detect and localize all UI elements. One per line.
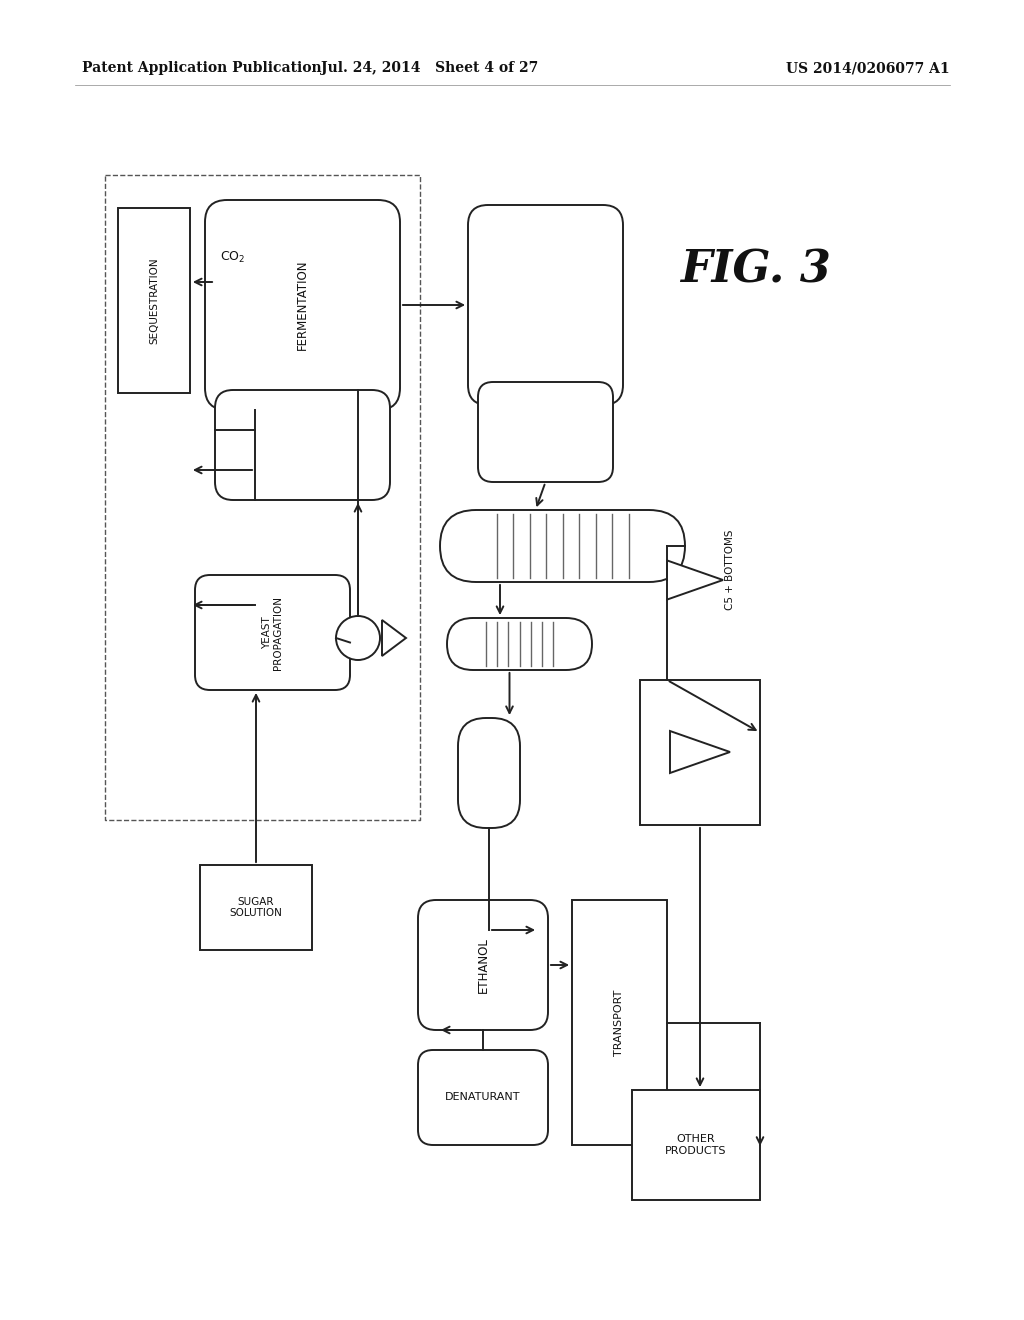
FancyBboxPatch shape bbox=[195, 576, 350, 690]
FancyBboxPatch shape bbox=[418, 1049, 548, 1144]
Text: FIG. 3: FIG. 3 bbox=[680, 248, 830, 292]
FancyBboxPatch shape bbox=[458, 718, 520, 828]
Text: US 2014/0206077 A1: US 2014/0206077 A1 bbox=[786, 61, 950, 75]
FancyBboxPatch shape bbox=[447, 618, 592, 671]
Text: ETHANOL: ETHANOL bbox=[476, 937, 489, 993]
Bar bbox=[640, 680, 760, 825]
Text: SUGAR
SOLUTION: SUGAR SOLUTION bbox=[229, 896, 283, 919]
Text: DENATURANT: DENATURANT bbox=[445, 1093, 521, 1102]
FancyBboxPatch shape bbox=[205, 201, 400, 411]
Circle shape bbox=[336, 616, 380, 660]
Text: OTHER
PRODUCTS: OTHER PRODUCTS bbox=[666, 1134, 727, 1156]
FancyBboxPatch shape bbox=[418, 900, 548, 1030]
Text: Jul. 24, 2014   Sheet 4 of 27: Jul. 24, 2014 Sheet 4 of 27 bbox=[322, 61, 539, 75]
FancyBboxPatch shape bbox=[478, 381, 613, 482]
Polygon shape bbox=[382, 620, 406, 656]
Bar bbox=[632, 1090, 760, 1200]
FancyBboxPatch shape bbox=[440, 510, 685, 582]
Text: CO$_2$: CO$_2$ bbox=[220, 249, 246, 265]
Text: TRANSPORT: TRANSPORT bbox=[614, 989, 625, 1056]
Bar bbox=[572, 900, 667, 1144]
Polygon shape bbox=[667, 561, 723, 599]
Text: C5 + BOTTOMS: C5 + BOTTOMS bbox=[725, 529, 735, 610]
Text: Patent Application Publication: Patent Application Publication bbox=[82, 61, 322, 75]
FancyBboxPatch shape bbox=[215, 389, 390, 500]
FancyBboxPatch shape bbox=[468, 205, 623, 405]
Text: FERMENTATION: FERMENTATION bbox=[296, 260, 309, 350]
Polygon shape bbox=[670, 731, 730, 774]
Bar bbox=[200, 865, 312, 950]
Bar bbox=[118, 209, 190, 393]
Text: YEAST
PROPAGATION: YEAST PROPAGATION bbox=[262, 595, 284, 669]
Text: SEQUESTRATION: SEQUESTRATION bbox=[150, 257, 159, 343]
